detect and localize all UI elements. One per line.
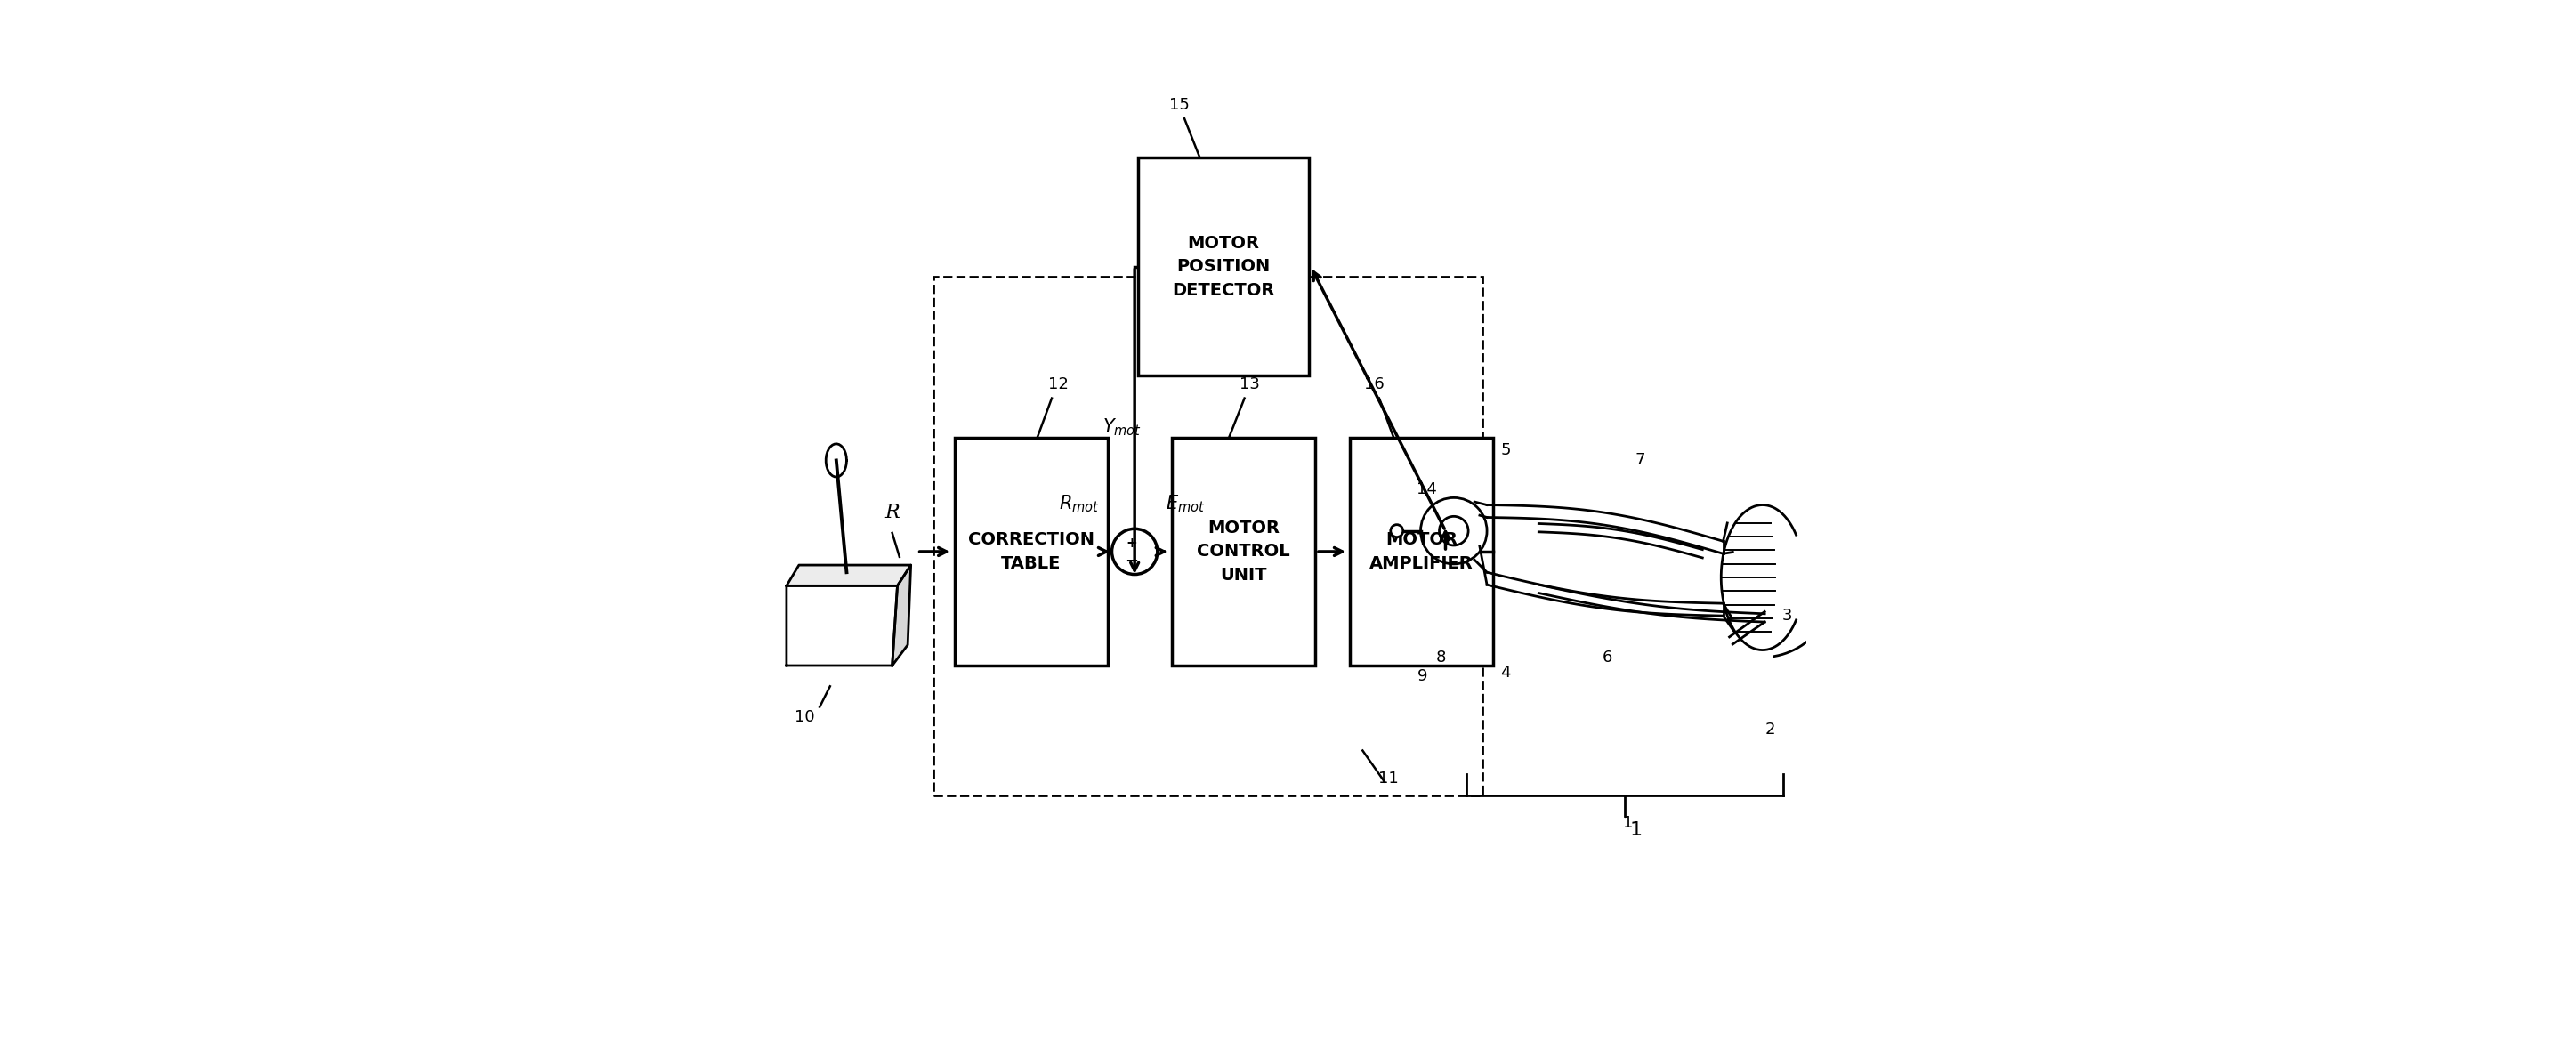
Bar bbox=[953, 437, 1108, 665]
Polygon shape bbox=[786, 565, 912, 586]
Text: 11: 11 bbox=[1378, 770, 1399, 787]
Text: $R_{mot}$: $R_{mot}$ bbox=[1059, 493, 1100, 514]
Text: MOTOR
AMPLIFIER: MOTOR AMPLIFIER bbox=[1370, 531, 1473, 572]
Text: MOTOR
POSITION
DETECTOR: MOTOR POSITION DETECTOR bbox=[1172, 234, 1275, 299]
Bar bbox=[1139, 158, 1309, 376]
Circle shape bbox=[1419, 498, 1486, 564]
Circle shape bbox=[1440, 516, 1468, 545]
Polygon shape bbox=[891, 565, 912, 665]
Text: 13: 13 bbox=[1239, 376, 1260, 392]
Text: CORRECTION
TABLE: CORRECTION TABLE bbox=[969, 531, 1095, 572]
Text: 9: 9 bbox=[1417, 668, 1427, 684]
Text: 7: 7 bbox=[1636, 453, 1646, 468]
Circle shape bbox=[1113, 529, 1157, 575]
Text: 15: 15 bbox=[1170, 97, 1190, 113]
Text: 5: 5 bbox=[1499, 442, 1510, 458]
Polygon shape bbox=[786, 586, 896, 665]
Text: 12: 12 bbox=[1048, 376, 1069, 392]
Text: 8: 8 bbox=[1437, 650, 1445, 665]
Text: MOTOR
CONTROL
UNIT: MOTOR CONTROL UNIT bbox=[1198, 519, 1291, 584]
Text: R: R bbox=[884, 503, 899, 523]
Text: +: + bbox=[1126, 536, 1136, 550]
Text: 10: 10 bbox=[793, 709, 814, 726]
Text: $Y_{mot}$: $Y_{mot}$ bbox=[1103, 416, 1141, 438]
Circle shape bbox=[1391, 525, 1404, 537]
Text: 1: 1 bbox=[1631, 821, 1643, 839]
Text: $E_{mot}$: $E_{mot}$ bbox=[1167, 493, 1206, 514]
Text: 14: 14 bbox=[1417, 481, 1437, 498]
Bar bbox=[1172, 437, 1314, 665]
Text: 3: 3 bbox=[1783, 608, 1793, 624]
Text: 2: 2 bbox=[1765, 721, 1775, 738]
Text: −: − bbox=[1126, 553, 1139, 569]
Text: 6: 6 bbox=[1602, 650, 1613, 665]
Text: 1: 1 bbox=[1623, 815, 1633, 831]
Text: 16: 16 bbox=[1363, 376, 1383, 392]
Bar bbox=[933, 277, 1484, 795]
Text: 4: 4 bbox=[1499, 665, 1510, 681]
Bar bbox=[1350, 437, 1494, 665]
